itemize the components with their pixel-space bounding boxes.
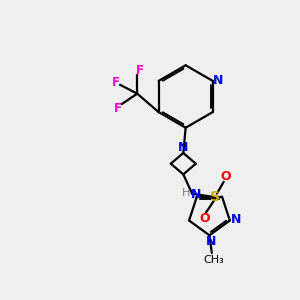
Text: O: O bbox=[220, 170, 230, 183]
Text: O: O bbox=[199, 212, 210, 225]
Text: F: F bbox=[136, 64, 144, 77]
Text: S: S bbox=[210, 190, 220, 204]
Text: H: H bbox=[182, 188, 190, 198]
Text: N: N bbox=[231, 212, 242, 226]
Text: N: N bbox=[190, 188, 201, 201]
Text: N: N bbox=[178, 141, 188, 154]
Text: N: N bbox=[206, 235, 216, 248]
Text: F: F bbox=[114, 102, 122, 115]
Text: N: N bbox=[213, 74, 223, 87]
Text: CH₃: CH₃ bbox=[203, 255, 224, 265]
Text: F: F bbox=[112, 76, 120, 89]
